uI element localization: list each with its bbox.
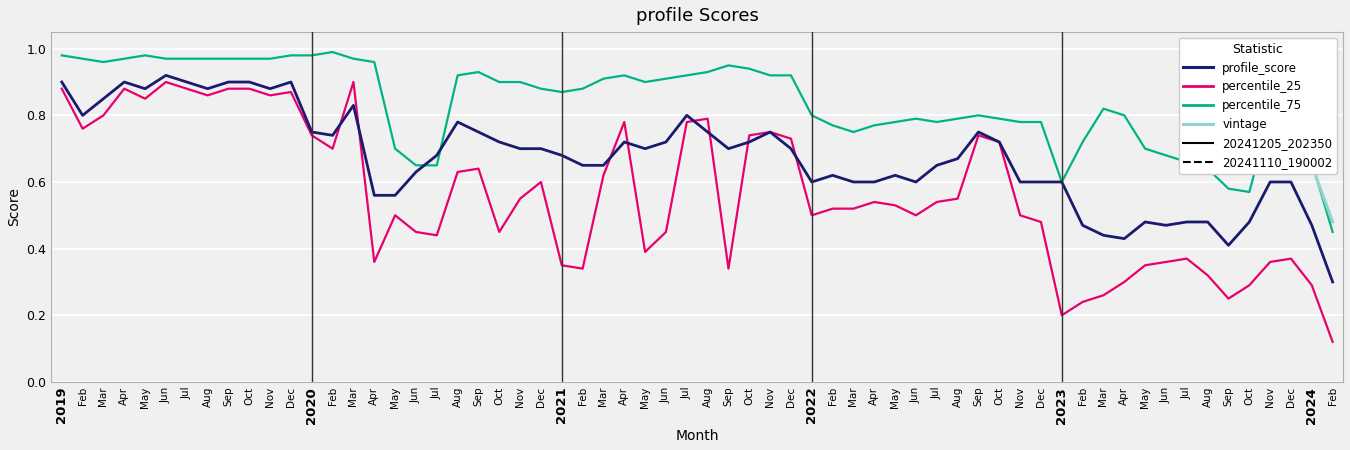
profile_score (178, 79, 194, 85)
percentile_75 (54, 53, 70, 58)
percentile_75 (324, 50, 340, 55)
percentile_75 (408, 162, 424, 168)
percentile_25 (178, 86, 194, 91)
profile_score (1324, 279, 1341, 285)
Y-axis label: Score: Score (7, 188, 22, 226)
Line: percentile_25: percentile_25 (62, 82, 1332, 342)
vintage (1304, 162, 1320, 168)
Line: percentile_75: percentile_75 (62, 52, 1332, 232)
Line: profile_score: profile_score (62, 75, 1332, 282)
profile_score (158, 72, 174, 78)
percentile_25 (845, 206, 861, 211)
profile_score (408, 169, 424, 175)
percentile_75 (304, 53, 320, 58)
percentile_25 (408, 229, 424, 234)
percentile_25 (699, 116, 716, 122)
percentile_25 (324, 146, 340, 151)
profile_score (324, 133, 340, 138)
profile_score (54, 79, 70, 85)
percentile_75 (845, 129, 861, 135)
vintage (1324, 219, 1341, 225)
percentile_25 (1324, 339, 1341, 345)
X-axis label: Month: Month (675, 429, 720, 443)
percentile_75 (1324, 229, 1341, 234)
percentile_75 (158, 56, 174, 61)
percentile_25 (158, 79, 174, 85)
Legend: profile_score, percentile_25, percentile_75, vintage, 20241205_202350, 20241110_: profile_score, percentile_25, percentile… (1179, 38, 1336, 174)
percentile_75 (699, 69, 716, 75)
profile_score (1179, 219, 1195, 225)
Title: profile Scores: profile Scores (636, 7, 759, 25)
profile_score (699, 129, 716, 135)
percentile_75 (1179, 159, 1195, 165)
percentile_25 (54, 86, 70, 91)
profile_score (845, 179, 861, 184)
Line: vintage: vintage (1312, 165, 1332, 222)
percentile_25 (1179, 256, 1195, 261)
